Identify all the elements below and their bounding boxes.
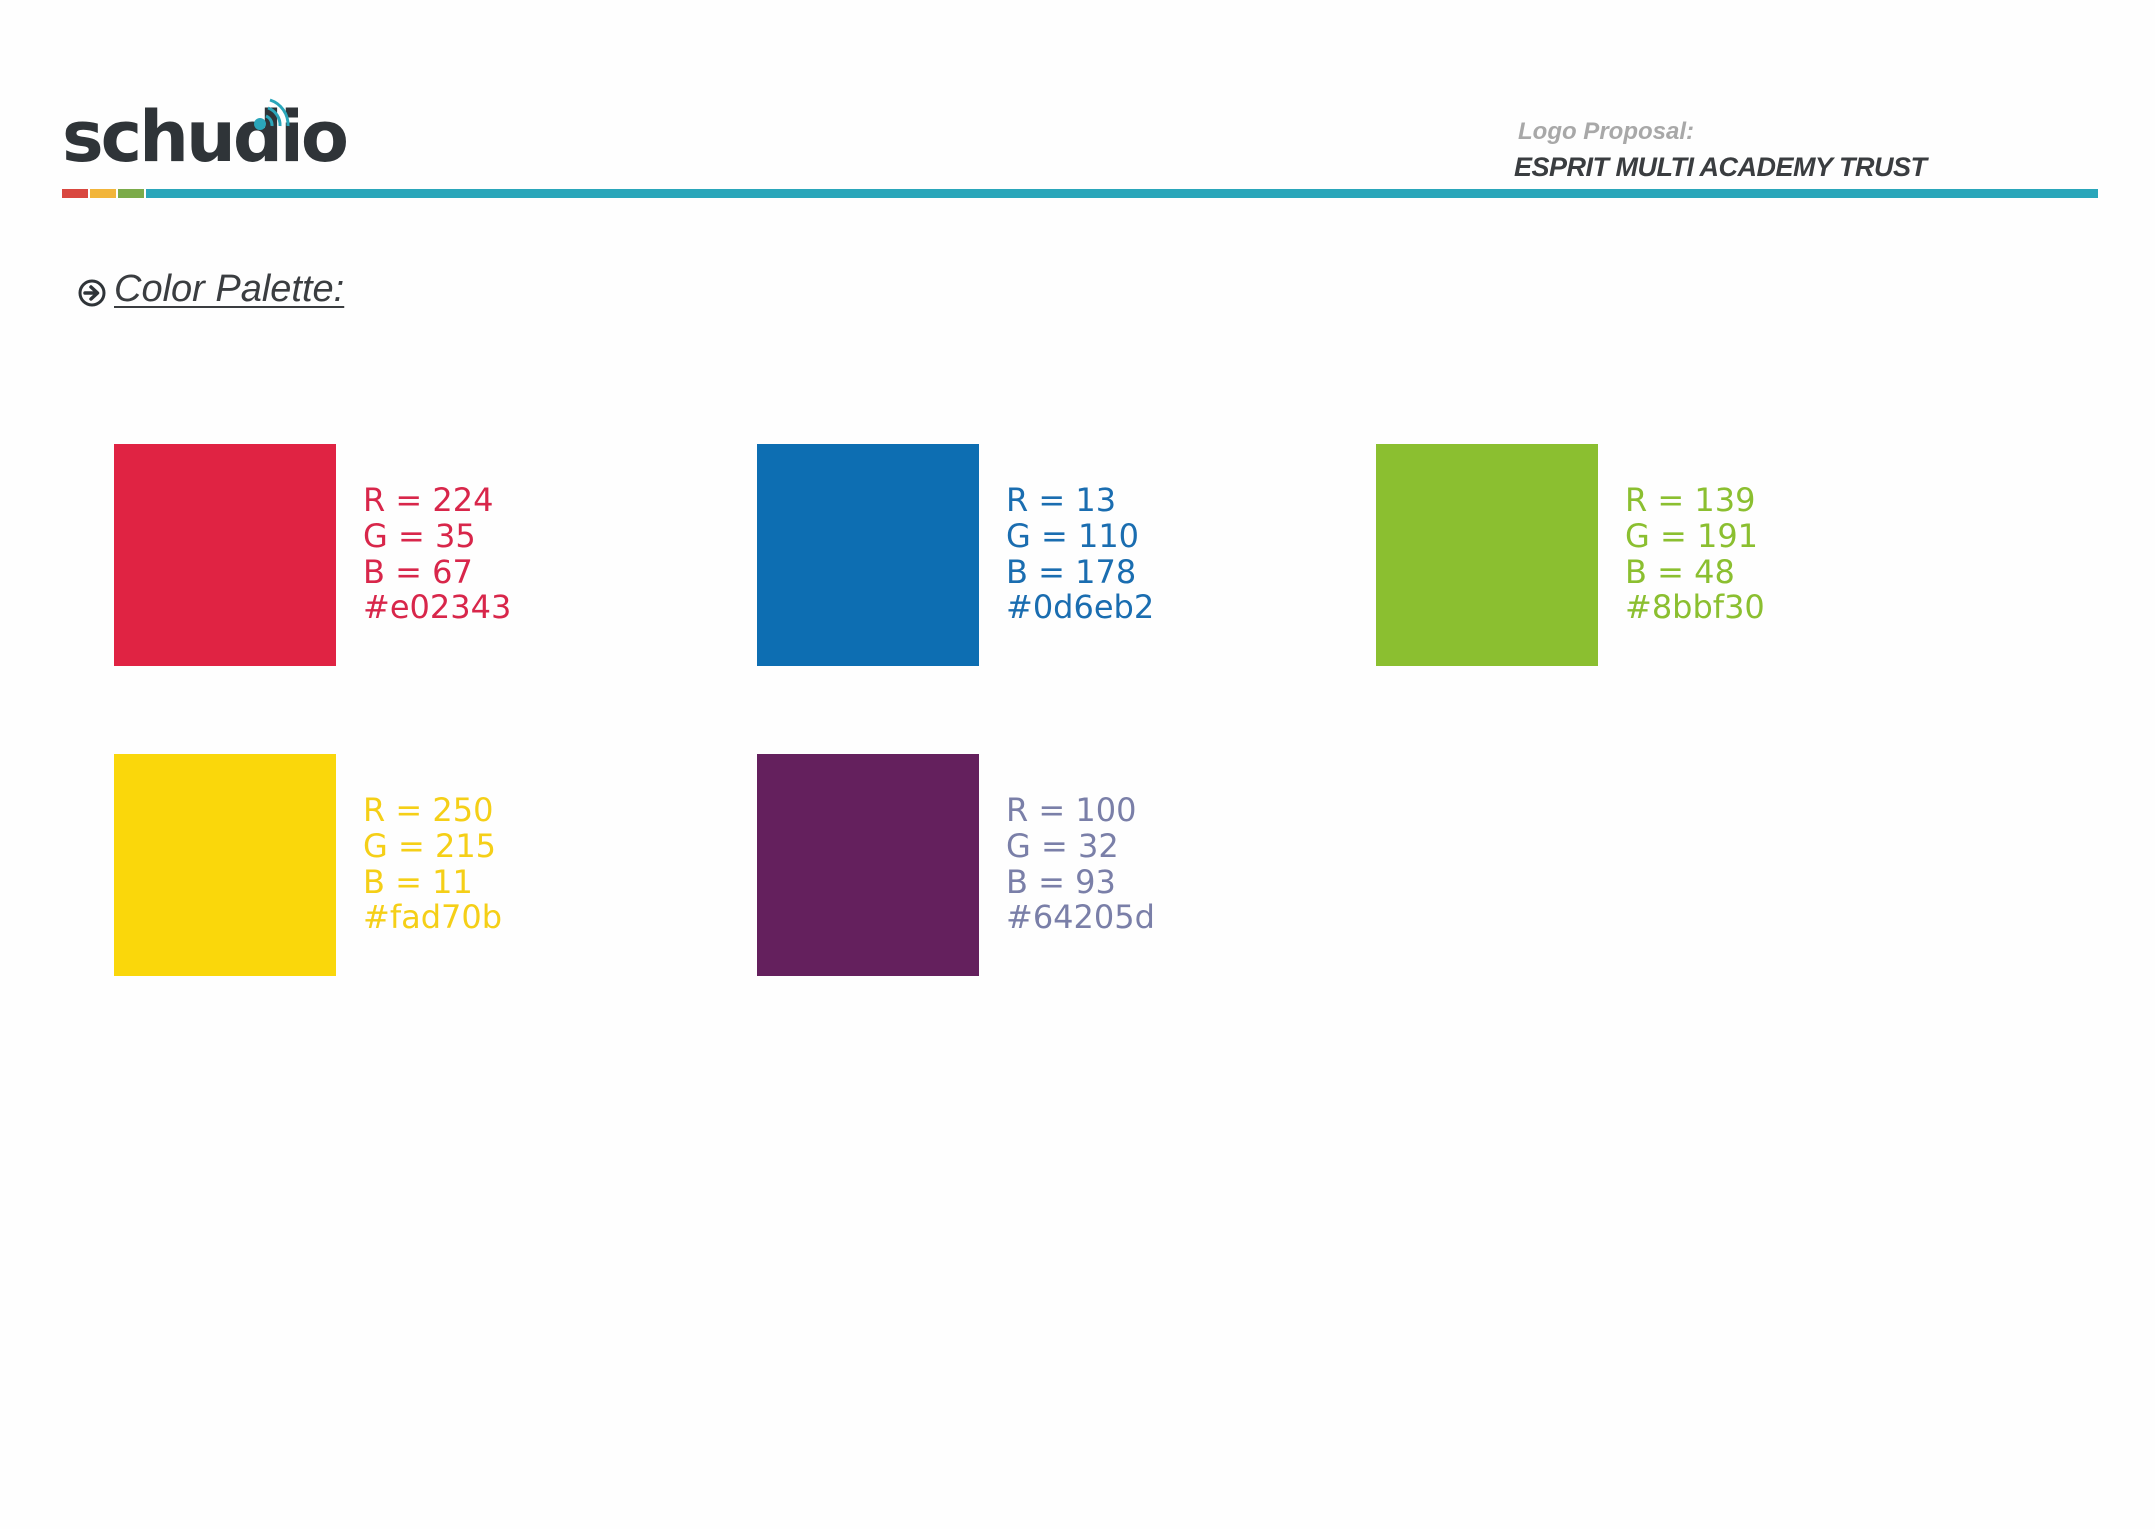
g-value: G = 110 bbox=[1006, 517, 1140, 555]
r-value: R = 224 bbox=[363, 481, 494, 519]
brand-wordmark: schudio bbox=[62, 96, 349, 178]
wifi-signal-icon bbox=[254, 98, 290, 130]
b-value: B = 178 bbox=[1006, 553, 1137, 591]
rgb-values: R = 100 G = 32 B = 93 bbox=[1006, 792, 1136, 900]
rgb-values: R = 224 G = 35 B = 67 bbox=[363, 482, 493, 590]
hex-value: #8bbf30 bbox=[1625, 588, 1765, 626]
hex-value: #64205d bbox=[1006, 898, 1155, 936]
accent-bar-red bbox=[62, 189, 88, 198]
rgb-values: R = 139 G = 191 B = 48 bbox=[1625, 482, 1758, 590]
proposal-title: ESPRIT MULTI ACADEMY TRUST bbox=[1514, 152, 1927, 182]
accent-bar-green bbox=[118, 189, 144, 198]
color-swatch bbox=[114, 754, 336, 976]
b-value: B = 67 bbox=[363, 553, 473, 591]
hex-value: #0d6eb2 bbox=[1006, 588, 1155, 626]
g-value: G = 191 bbox=[1625, 517, 1759, 555]
g-value: G = 32 bbox=[1006, 827, 1119, 865]
color-swatch bbox=[1376, 444, 1598, 666]
section-title: Color Palette: bbox=[114, 268, 345, 310]
rgb-values: R = 13 G = 110 B = 178 bbox=[1006, 482, 1139, 590]
rgb-values: R = 250 G = 215 B = 11 bbox=[363, 792, 496, 900]
schudio-logo: schudio bbox=[62, 96, 349, 186]
r-value: R = 250 bbox=[363, 791, 494, 829]
swatch-card-green: R = 139 G = 191 B = 48 #8bbf30 bbox=[1376, 444, 1856, 666]
b-value: B = 93 bbox=[1006, 863, 1116, 901]
b-value: B = 11 bbox=[363, 863, 473, 901]
r-value: R = 13 bbox=[1006, 481, 1117, 519]
color-swatch bbox=[757, 444, 979, 666]
hex-value: #e02343 bbox=[363, 588, 512, 626]
r-value: R = 100 bbox=[1006, 791, 1137, 829]
swatch-card-yellow: R = 250 G = 215 B = 11 #fad70b bbox=[114, 754, 594, 976]
proposal-label: Logo Proposal: bbox=[1518, 118, 1694, 145]
g-value: G = 215 bbox=[363, 827, 497, 865]
b-value: B = 48 bbox=[1625, 553, 1735, 591]
color-swatch bbox=[114, 444, 336, 666]
hex-value: #fad70b bbox=[363, 898, 503, 936]
color-swatch bbox=[757, 754, 979, 976]
accent-bar-yellow bbox=[90, 189, 116, 198]
swatch-card-purple: R = 100 G = 32 B = 93 #64205d bbox=[757, 754, 1237, 976]
header-rule bbox=[146, 189, 2098, 198]
swatch-card-blue: R = 13 G = 110 B = 178 #0d6eb2 bbox=[757, 444, 1237, 666]
swatch-card-red: R = 224 G = 35 B = 67 #e02343 bbox=[114, 444, 594, 666]
section-heading: Color Palette: bbox=[78, 268, 344, 311]
arrow-circle-right-icon bbox=[78, 279, 106, 306]
accent-color-bars bbox=[62, 189, 146, 198]
r-value: R = 139 bbox=[1625, 481, 1756, 519]
g-value: G = 35 bbox=[363, 517, 476, 555]
